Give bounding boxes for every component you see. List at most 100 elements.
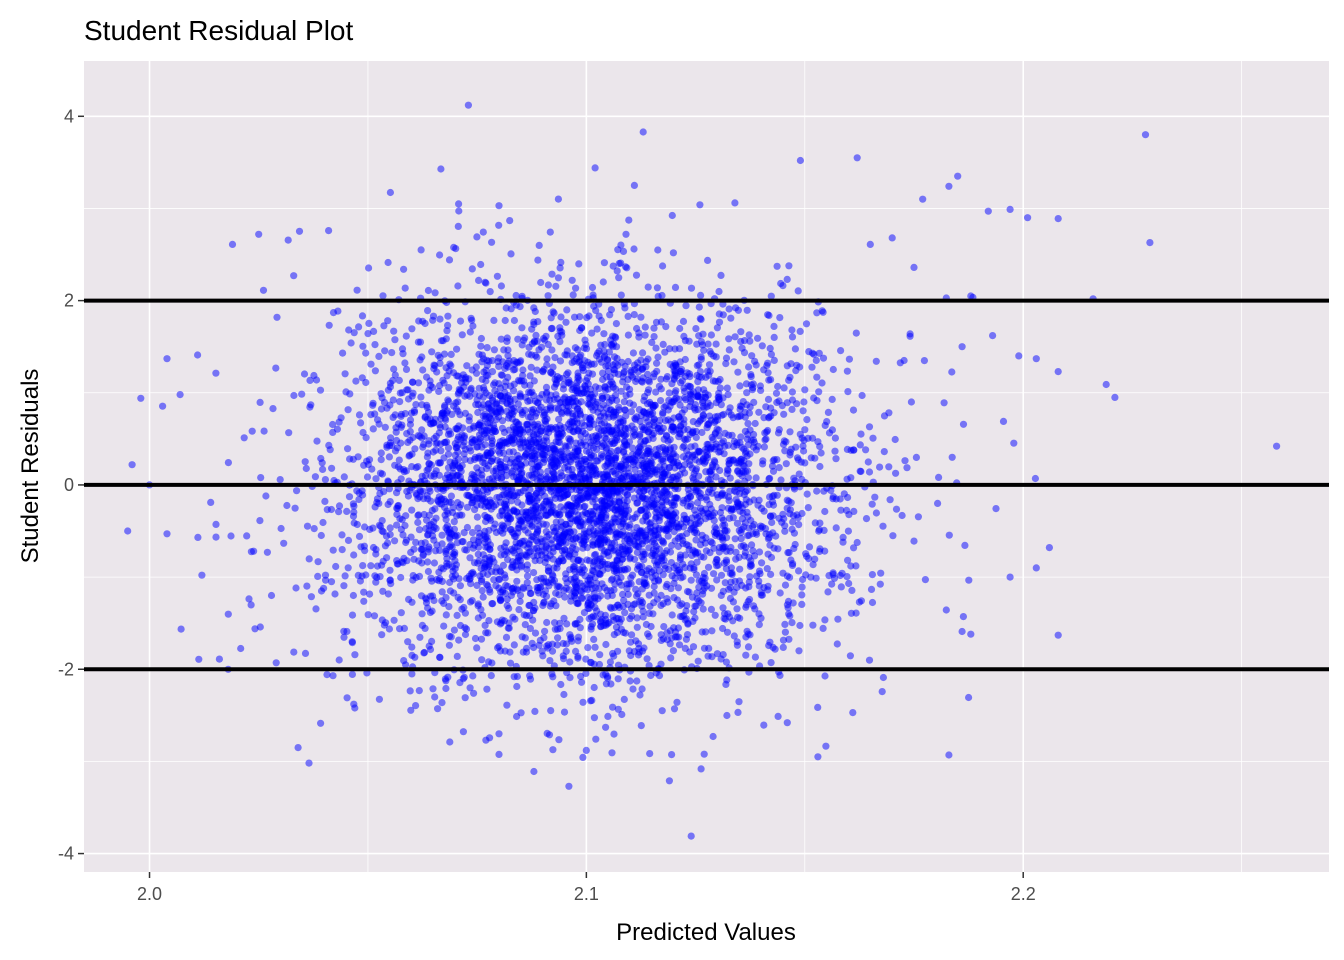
scatter-point xyxy=(784,604,792,612)
scatter-point xyxy=(657,456,665,464)
scatter-point xyxy=(843,573,851,581)
scatter-point xyxy=(389,376,397,385)
scatter-point xyxy=(877,569,885,577)
scatter-point xyxy=(858,391,866,400)
scatter-point xyxy=(774,429,783,437)
scatter-point xyxy=(712,353,720,361)
scatter-point xyxy=(867,585,876,594)
scatter-point xyxy=(541,587,550,595)
scatter-point xyxy=(508,585,516,593)
scatter-point xyxy=(502,362,510,370)
scatter-point xyxy=(419,366,427,374)
scatter-point xyxy=(597,610,605,618)
scatter-point xyxy=(723,676,731,684)
scatter-point xyxy=(311,473,319,481)
scatter-point xyxy=(614,705,622,713)
scatter-point xyxy=(470,689,478,697)
scatter-point xyxy=(539,601,547,610)
scatter-point xyxy=(670,705,679,713)
scatter-point xyxy=(523,553,531,561)
scatter-point xyxy=(454,282,462,290)
scatter-point xyxy=(547,456,555,464)
scatter-point xyxy=(965,693,973,702)
scatter-point xyxy=(786,573,794,582)
scatter-point xyxy=(646,750,654,758)
scatter-point xyxy=(488,368,497,376)
scatter-point xyxy=(582,669,590,678)
scatter-point xyxy=(654,246,662,254)
scatter-point xyxy=(574,369,582,377)
scatter-point xyxy=(781,620,789,629)
scatter-point xyxy=(455,636,463,644)
scatter-point xyxy=(750,443,758,451)
scatter-point xyxy=(455,503,463,511)
scatter-point xyxy=(408,378,417,386)
scatter-point xyxy=(378,616,386,624)
scatter-point xyxy=(769,467,778,475)
scatter-point xyxy=(759,457,767,465)
scatter-point xyxy=(760,721,768,729)
scatter-point xyxy=(516,597,524,606)
scatter-point xyxy=(674,584,683,592)
scatter-point xyxy=(774,382,782,391)
scatter-point xyxy=(443,507,451,515)
scatter-point xyxy=(702,452,710,460)
scatter-point xyxy=(886,496,894,504)
scatter-point xyxy=(535,485,543,493)
scatter-point xyxy=(696,315,704,323)
scatter-point xyxy=(513,682,521,691)
scatter-point xyxy=(693,362,701,370)
scatter-point xyxy=(538,391,546,399)
scatter-point xyxy=(876,463,884,471)
scatter-point xyxy=(670,473,678,481)
scatter-point xyxy=(596,651,604,659)
scatter-point xyxy=(379,587,387,595)
scatter-point xyxy=(623,383,631,391)
scatter-point xyxy=(360,597,368,605)
scatter-point xyxy=(805,348,813,356)
scatter-point xyxy=(396,398,404,406)
scatter-point xyxy=(450,518,458,526)
scatter-point xyxy=(437,440,445,448)
scatter-point xyxy=(402,365,411,373)
scatter-point xyxy=(600,550,608,558)
scatter-point xyxy=(767,659,775,667)
scatter-point xyxy=(722,360,730,368)
scatter-point xyxy=(475,350,483,358)
scatter-point xyxy=(698,531,706,539)
scatter-point xyxy=(496,449,504,457)
scatter-point xyxy=(574,346,582,354)
scatter-point xyxy=(706,367,714,375)
scatter-point xyxy=(578,511,587,519)
scatter-point xyxy=(418,621,426,630)
scatter-point xyxy=(307,593,315,601)
scatter-point xyxy=(550,564,558,572)
scatter-point xyxy=(813,309,821,317)
scatter-point xyxy=(609,649,617,658)
scatter-point xyxy=(412,489,420,498)
scatter-point xyxy=(508,467,516,475)
scatter-point xyxy=(746,562,754,571)
scatter-point xyxy=(775,514,783,522)
scatter-point xyxy=(602,640,610,649)
scatter-point xyxy=(444,396,452,404)
scatter-point xyxy=(629,444,637,452)
scatter-point xyxy=(730,632,738,640)
scatter-point xyxy=(490,316,498,324)
scatter-point xyxy=(554,486,562,494)
scatter-point xyxy=(406,416,415,424)
scatter-point xyxy=(479,401,487,409)
scatter-point xyxy=(682,302,690,310)
scatter-point xyxy=(706,412,714,420)
scatter-point xyxy=(484,462,492,470)
scatter-point xyxy=(137,394,145,402)
scatter-point xyxy=(585,312,593,320)
scatter-point xyxy=(386,524,394,532)
scatter-point xyxy=(614,246,622,254)
scatter-point xyxy=(207,498,215,506)
scatter-point xyxy=(489,600,497,608)
scatter-point xyxy=(576,624,584,632)
scatter-point xyxy=(593,325,601,333)
scatter-point xyxy=(386,576,394,585)
scatter-point xyxy=(384,590,392,598)
